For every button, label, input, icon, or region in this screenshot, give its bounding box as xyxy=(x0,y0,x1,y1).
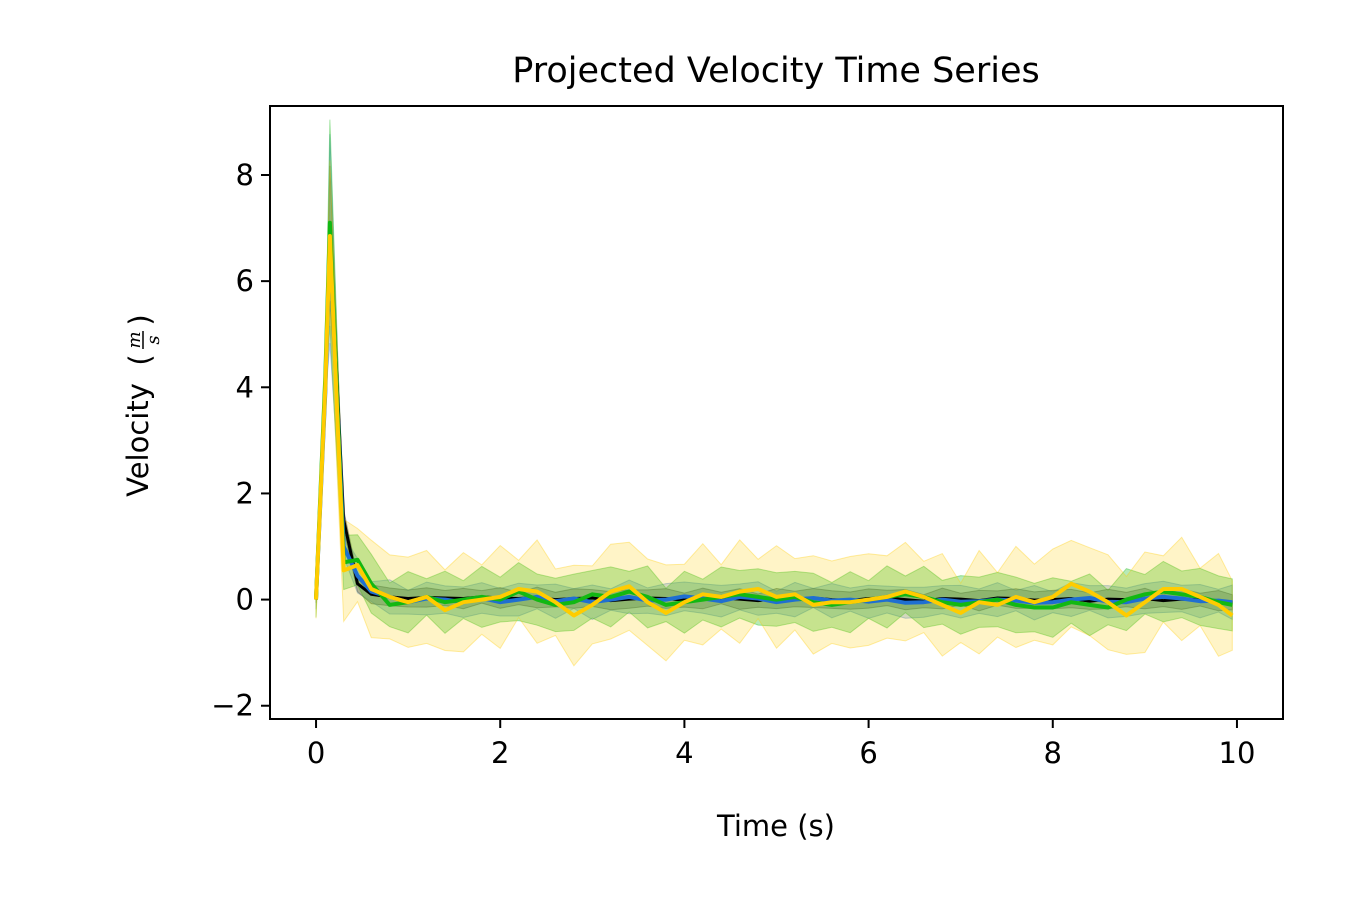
y-tick-label: 2 xyxy=(236,476,254,510)
y-tick-label: 0 xyxy=(236,583,254,617)
x-axis-ticks: 0 2 4 6 8 10 xyxy=(307,719,1256,770)
chart-title: Projected Velocity Time Series xyxy=(512,51,1039,91)
y-axis-label: Velocity ( m s ) xyxy=(121,314,164,497)
line-green xyxy=(314,220,1233,610)
line-yellow xyxy=(314,234,1234,618)
band-black xyxy=(315,165,1233,612)
x-tick-label: 6 xyxy=(859,736,877,770)
y-tick-label: 8 xyxy=(236,158,254,192)
y-tick-label: 4 xyxy=(236,370,254,404)
y-axis-label-close-paren: ) xyxy=(123,314,157,325)
y-axis-label-text: Velocity xyxy=(121,383,155,497)
x-tick-label: 2 xyxy=(491,736,509,770)
x-tick-label: 0 xyxy=(307,736,325,770)
y-tick-label: −2 xyxy=(211,689,254,723)
band-yellow xyxy=(315,160,1233,667)
x-tick-label: 4 xyxy=(675,736,693,770)
series-lines xyxy=(314,220,1234,618)
plot-frame xyxy=(269,105,1284,720)
y-axis-unit-denominator: s xyxy=(143,335,164,344)
x-tick-label: 10 xyxy=(1219,736,1256,770)
y-axis-ticks: −2 0 2 4 6 8 xyxy=(211,158,270,723)
y-axis-unit-numerator: m xyxy=(124,331,145,348)
y-tick-label: 6 xyxy=(236,264,254,298)
x-tick-label: 8 xyxy=(1044,736,1062,770)
band-blue xyxy=(315,134,1233,621)
y-axis-label-open-paren: ( xyxy=(123,354,157,365)
band-green xyxy=(315,119,1233,638)
confidence-bands xyxy=(315,119,1233,667)
x-axis-label: Time (s) xyxy=(716,809,835,843)
